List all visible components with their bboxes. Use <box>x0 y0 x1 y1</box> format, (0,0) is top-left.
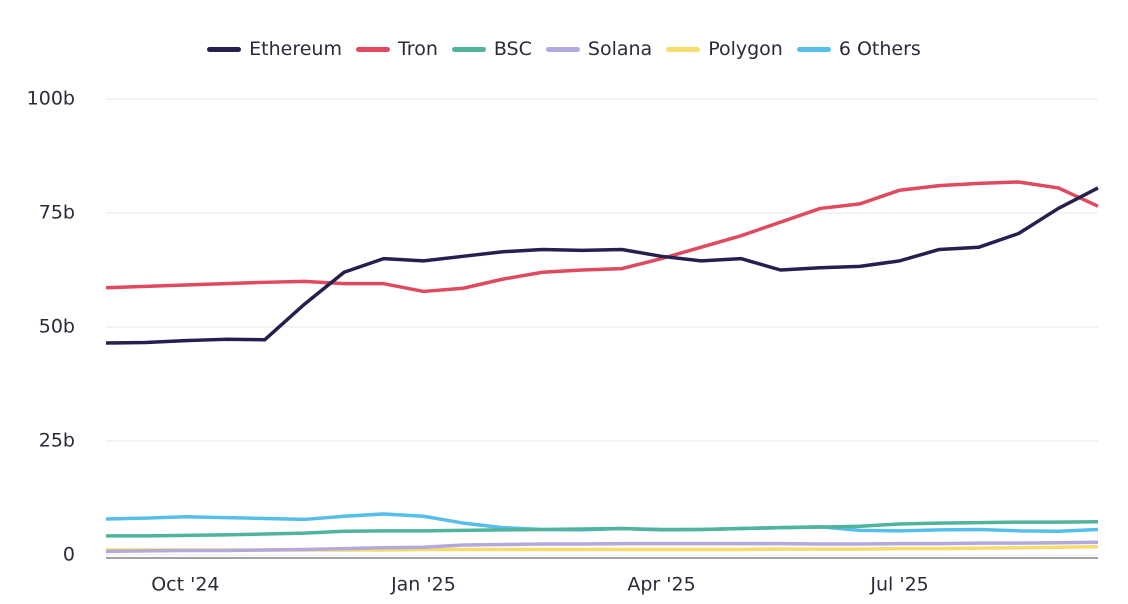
legend-swatch <box>666 46 701 52</box>
legend-label: 6 Others <box>838 38 921 60</box>
series-line <box>105 186 1099 345</box>
legend-swatch <box>207 46 242 52</box>
legend-item[interactable]: Solana <box>545 38 653 60</box>
legend-item[interactable]: Ethereum <box>207 38 342 60</box>
y-tick-label: 50b <box>39 316 75 338</box>
y-tick-label: 100b <box>27 88 75 110</box>
legend-label: Polygon <box>708 38 783 60</box>
x-tick-label: Jul '25 <box>869 574 928 596</box>
y-tick-label: 0 <box>63 544 75 566</box>
y-tick-label: 25b <box>39 430 75 452</box>
legend-swatch <box>355 46 390 52</box>
legend-label: Tron <box>397 38 438 60</box>
legend-item[interactable]: 6 Others <box>796 38 921 60</box>
legend-swatch <box>796 46 831 52</box>
y-tick-label: 75b <box>39 202 75 224</box>
legend-item[interactable]: BSC <box>451 38 532 60</box>
x-tick-label: Oct '24 <box>151 574 219 596</box>
legend: Ethereum Tron BSC Solana Polygon 6 Others <box>0 38 1128 60</box>
x-tick-label: Apr '25 <box>627 574 695 596</box>
series-line <box>106 519 1099 538</box>
legend-label: Solana <box>587 38 653 60</box>
x-tick-label: Jan '25 <box>390 574 456 596</box>
legend-label: Ethereum <box>249 38 342 60</box>
legend-item[interactable]: Polygon <box>666 38 783 60</box>
legend-item[interactable]: Tron <box>355 38 438 60</box>
legend-swatch <box>545 46 580 52</box>
series-line <box>105 180 1099 294</box>
legend-swatch <box>451 46 486 52</box>
legend-label: BSC <box>493 38 532 60</box>
series-line <box>105 540 1099 554</box>
